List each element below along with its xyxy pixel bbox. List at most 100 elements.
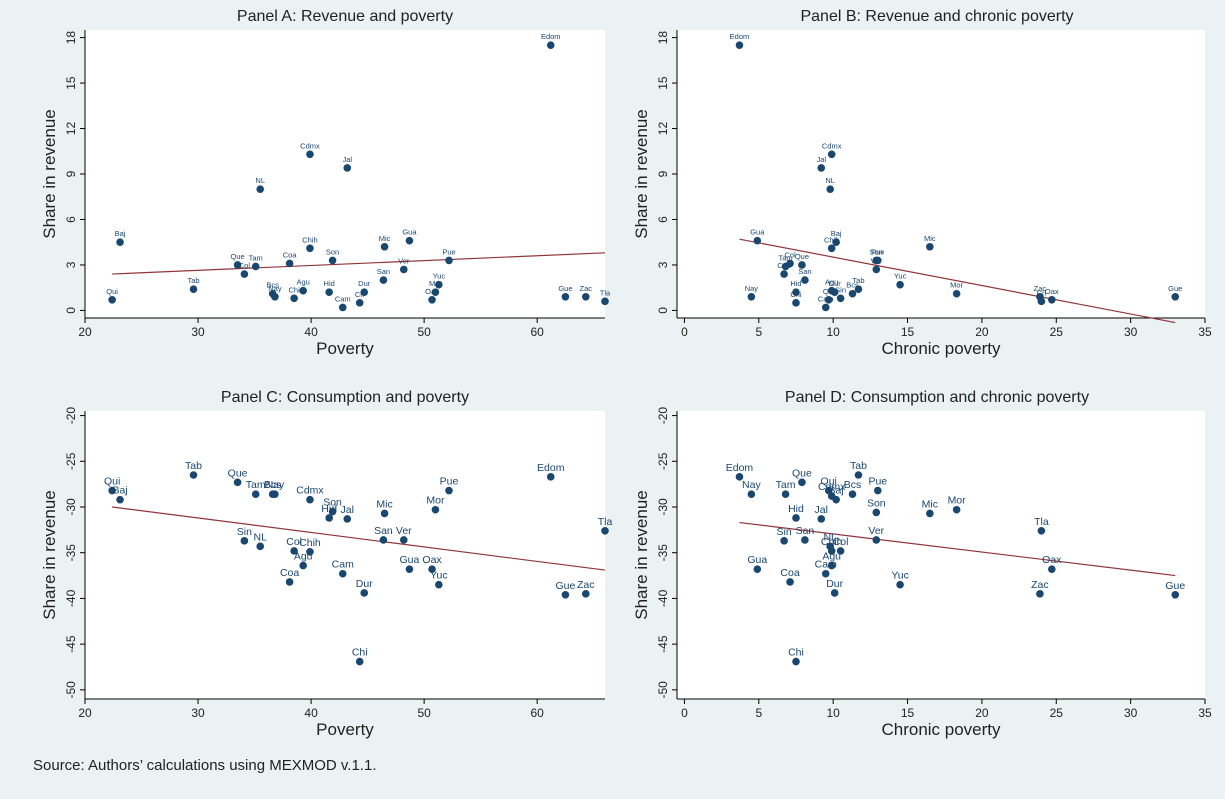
point-label: Pue: [871, 247, 884, 256]
data-point: [299, 561, 307, 570]
point-label: Cam: [818, 294, 834, 303]
point-label: Chih: [821, 536, 843, 548]
point-label: Gue: [1168, 284, 1182, 293]
x-tick-label: 25: [1050, 706, 1064, 720]
data-point: [189, 471, 198, 479]
point-label: Baj: [829, 485, 844, 497]
point-label: Ver: [871, 256, 883, 265]
point-label: Jal: [815, 504, 828, 516]
data-point: [872, 265, 881, 274]
point-label: Cdmx: [822, 141, 842, 150]
x-tick-label: 40: [304, 706, 318, 720]
y-tick-label: 0: [64, 307, 78, 314]
point-label: Agu: [296, 278, 309, 287]
point-label: Nay: [745, 284, 759, 293]
point-label: Mic: [922, 498, 938, 510]
data-point: [798, 261, 806, 269]
data-point: [1048, 565, 1056, 573]
data-point: [601, 297, 609, 306]
data-point: [753, 236, 762, 245]
data-point: [873, 256, 882, 265]
point-label: NL: [253, 531, 267, 543]
point-label: Cri: [1037, 288, 1047, 297]
data-point: [325, 514, 333, 522]
point-label: Gue: [558, 284, 572, 293]
y-tick-label: 18: [64, 31, 78, 45]
point-label: Gua: [402, 228, 417, 237]
data-point: [271, 292, 279, 301]
data-point: [792, 299, 800, 307]
data-point: [781, 262, 790, 271]
data-point: [256, 185, 265, 193]
point-label: Dur: [358, 279, 371, 288]
data-point: [1171, 590, 1180, 599]
panel-3: Panel C: Consumption and poverty 20 30 40 50…: [40, 389, 612, 739]
panel-title: Panel A: Revenue and poverty: [237, 8, 453, 25]
data-point: [952, 505, 961, 514]
data-point: [271, 490, 279, 499]
point-label: Son: [323, 497, 342, 509]
point-label: Coa: [777, 261, 792, 270]
data-point: [379, 276, 388, 284]
plot-area: [85, 411, 605, 699]
data-point: [251, 262, 260, 271]
data-point: [753, 565, 762, 573]
y-tick-label: 15: [656, 76, 670, 90]
point-label: Qui: [823, 287, 835, 296]
point-label: Ver: [398, 256, 410, 265]
x-tick-label: 20: [975, 706, 989, 720]
data-point: [581, 292, 590, 301]
data-point: [380, 509, 389, 518]
y-tick-label: -40: [656, 589, 670, 607]
y-tick-label: -20: [656, 407, 670, 425]
data-point: [343, 515, 352, 523]
point-label: Hid: [790, 279, 801, 288]
data-point: [836, 294, 845, 303]
point-label: Cri: [355, 290, 365, 299]
data-point: [821, 303, 830, 312]
data-point: [306, 244, 314, 253]
data-point: [431, 505, 440, 514]
data-point: [827, 547, 836, 555]
point-label: Agu: [825, 278, 838, 287]
point-label: Col: [239, 261, 251, 270]
point-label: Tam: [778, 253, 792, 262]
y-tick-label: -35: [656, 544, 670, 562]
data-point: [781, 490, 790, 499]
data-point: [399, 536, 408, 544]
point-label: NL: [823, 531, 837, 543]
point-label: NL: [255, 176, 265, 185]
x-tick-label: 10: [826, 325, 840, 339]
data-point: [735, 41, 744, 49]
y-tick-label: -45: [64, 635, 78, 653]
data-point: [405, 236, 414, 245]
data-point: [108, 296, 116, 304]
point-label: Que: [228, 467, 248, 479]
point-label: Tla: [598, 516, 613, 528]
point-label: Qui: [106, 287, 118, 296]
point-label: Mor: [426, 495, 445, 507]
y-tick-label: 0: [656, 307, 670, 314]
point-label: Ver: [396, 525, 412, 537]
data-point: [792, 288, 800, 297]
point-label: Nay: [742, 479, 761, 491]
panel-1: Panel A: Revenue and poverty 20 30 40 50 60 0 3…: [40, 8, 611, 358]
point-label: Gue: [556, 580, 576, 592]
panel-title: Panel C: Consumption and poverty: [221, 389, 469, 406]
point-label: Mic: [379, 234, 391, 243]
point-label: Pue: [442, 247, 455, 256]
x-tick-label: 15: [901, 706, 915, 720]
point-label: Son: [867, 497, 886, 509]
point-label: Chi: [352, 647, 368, 659]
y-tick-label: 3: [64, 261, 78, 268]
point-label: Nay: [266, 479, 285, 491]
x-axis-title: Poverty: [316, 339, 374, 358]
data-point: [306, 150, 314, 159]
x-axis-title: Poverty: [316, 720, 374, 739]
data-point: [1171, 292, 1180, 301]
point-label: Tla: [600, 288, 611, 297]
y-tick-label: -45: [656, 635, 670, 653]
point-label: Col: [833, 536, 849, 548]
y-tick-label: -35: [64, 544, 78, 562]
data-point: [896, 580, 904, 589]
